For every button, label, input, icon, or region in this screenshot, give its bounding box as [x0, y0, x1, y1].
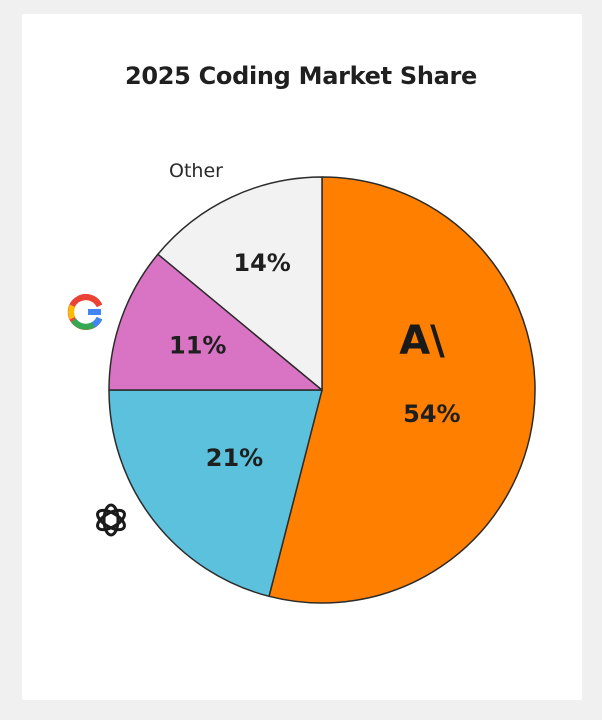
slice-label-other: 14% [233, 249, 290, 277]
slice-name-other: Other [169, 160, 223, 182]
openai-logo-icon [96, 503, 126, 537]
chart-title: 2025 Coding Market Share [124, 62, 478, 90]
slice-label-openai: 21% [206, 444, 263, 472]
slice-label-google: 11% [169, 331, 226, 359]
google-logo-icon [67, 294, 103, 330]
pie-slice-openai [108, 389, 323, 598]
slice-label-anthropic: 54% [403, 400, 460, 428]
pie-slice-other [157, 176, 323, 391]
anthropic-logo-icon: A\ [399, 318, 445, 364]
pie-slice-google [108, 253, 323, 391]
pie-slice-anthropic [268, 176, 536, 604]
